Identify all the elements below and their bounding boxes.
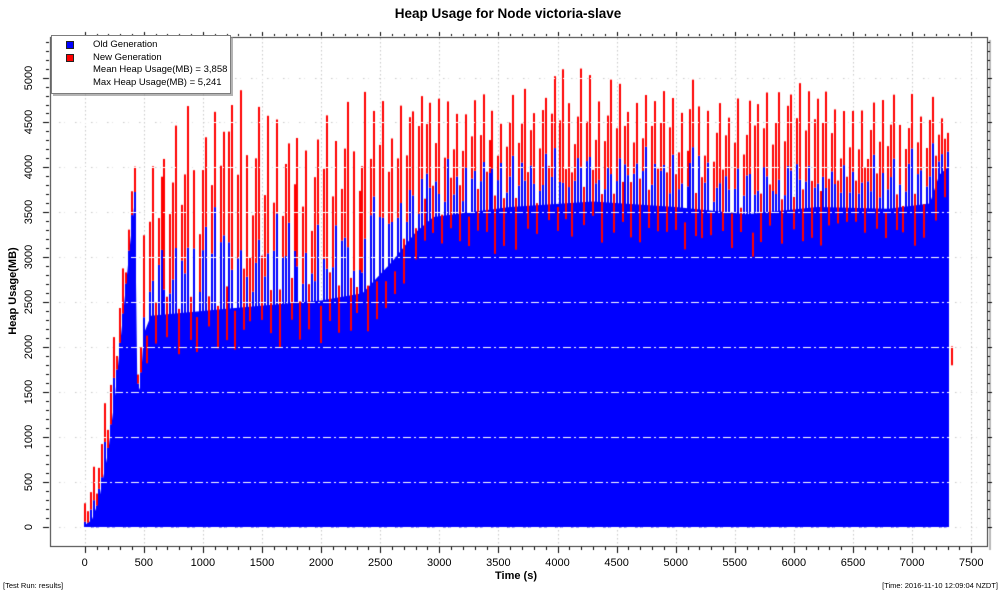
y-axis-title: Heap Usage(MB) [7,247,19,335]
x-tick-label: 6000 [781,557,807,569]
x-tick-label: 2500 [367,557,393,569]
y-tick-label: 2500 [23,290,35,315]
y-tick-label: 4000 [23,155,35,180]
x-tick-label: 2000 [308,557,334,569]
new-generation-swatch-icon [66,53,74,62]
x-tick-label: 4500 [604,557,629,569]
legend-row-old-generation: Old Generation [52,39,230,52]
x-tick-label: 1000 [190,557,216,569]
y-tick-label: 4500 [23,110,35,135]
y-tick-label: 0 [23,524,35,531]
legend-row-new-generation: New Generation [52,52,230,65]
y-tick-label: 5000 [23,65,35,90]
x-tick-label: 5500 [722,557,748,569]
x-tick-label: 1500 [249,557,275,569]
x-tick-label: 7000 [899,557,925,569]
x-tick-label: 5000 [663,557,688,569]
legend: Old Generation New Generation Mean Heap … [51,35,231,94]
old-generation-swatch-icon [66,41,74,50]
x-tick-label: 0 [81,557,88,569]
x-axis-title: Time (s) [495,570,537,582]
y-tick-label: 500 [23,472,35,492]
y-tick-label: 1000 [23,424,35,450]
legend-label-old-generation: Old Generation [93,39,158,50]
x-tick-label: 4000 [545,557,570,569]
x-tick-label: 6500 [840,557,866,569]
y-tick-label: 3000 [23,245,35,270]
y-tick-label: 3500 [23,200,35,225]
chart-title: Heap Usage for Node victoria-slave [394,6,622,21]
x-tick-label: 3500 [486,557,511,569]
legend-max-heap-usage: Max Heap Usage(MB) = 5,241 [93,76,222,88]
legend-label-new-generation: New Generation [93,51,162,63]
footer-test-run-label: [Test Run: results] [3,581,64,590]
legend-mean-heap-usage: Mean Heap Usage(MB) = 3,858 [93,64,228,75]
x-tick-label: 3000 [427,557,452,569]
x-tick-label: 500 [134,557,153,569]
y-tick-label: 1500 [23,380,35,405]
y-tick-label: 2000 [23,335,35,360]
x-tick-label: 7500 [958,557,984,569]
footer-timestamp-label: [Time: 2016-11-10 12:09:04 NZDT] [882,581,998,590]
